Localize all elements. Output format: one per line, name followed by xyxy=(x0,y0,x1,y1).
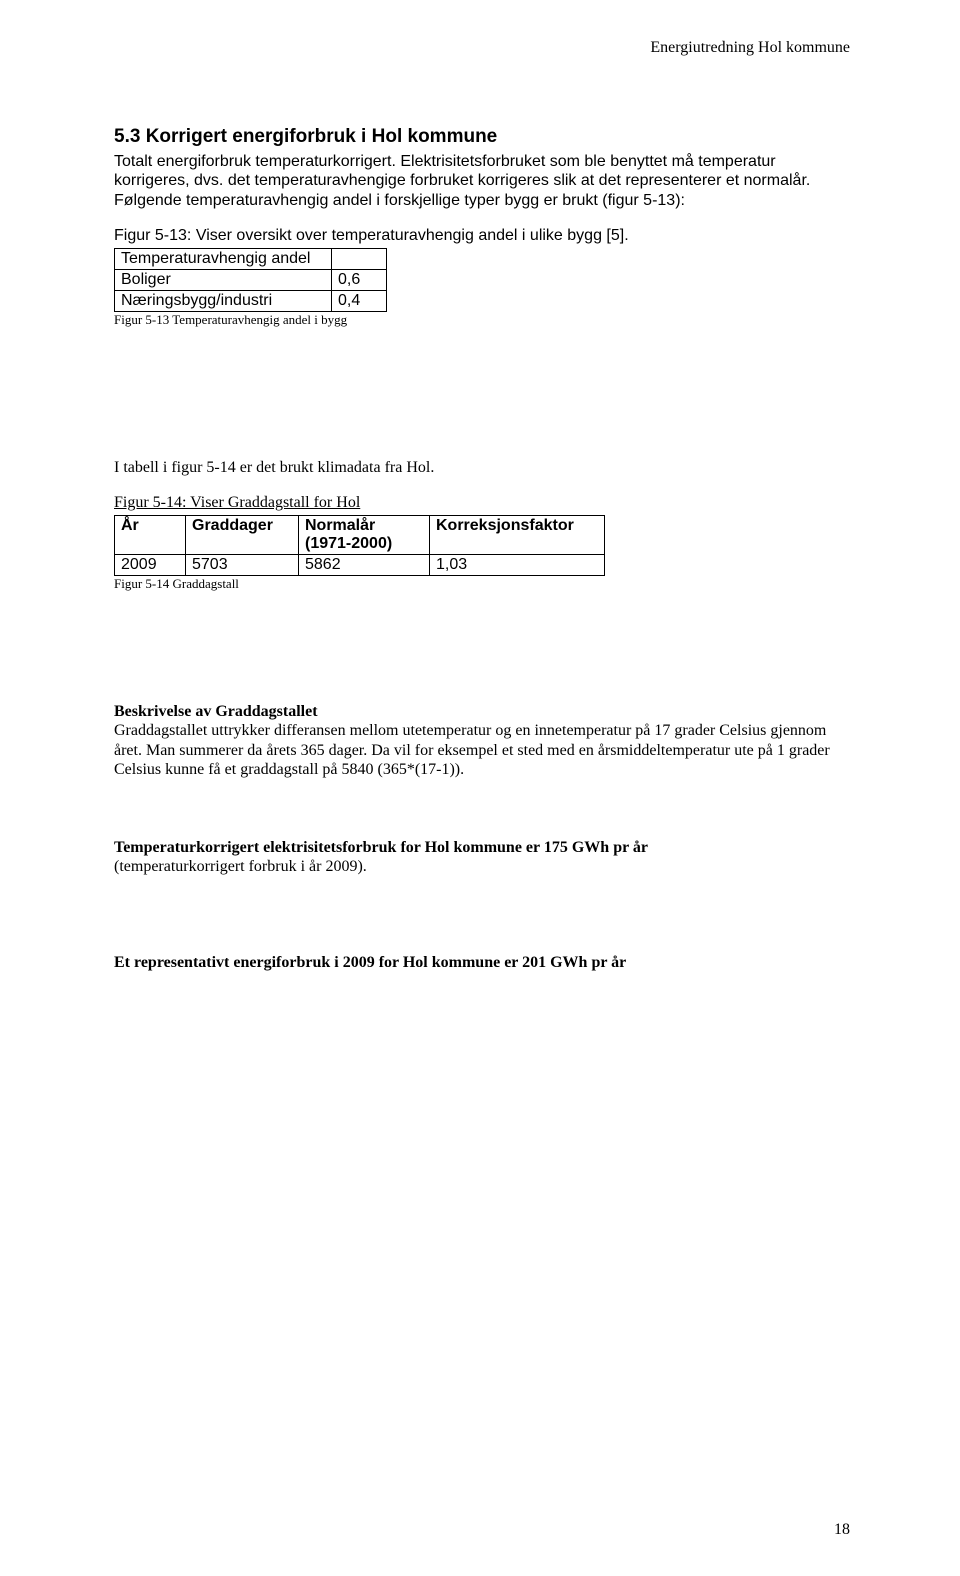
table-header-cell: Graddager xyxy=(186,515,299,554)
table-cell: Temperaturavhengig andel xyxy=(115,248,332,269)
section-heading: 5.3 Korrigert energiforbruk i Hol kommun… xyxy=(114,126,850,148)
table-cell: Boliger xyxy=(115,269,332,290)
table-cell: 2009 xyxy=(115,554,186,575)
table-header-cell: Korreksjonsfaktor xyxy=(430,515,605,554)
page-number: 18 xyxy=(834,1520,850,1540)
table-cell: 0,6 xyxy=(332,269,387,290)
table-cell xyxy=(332,248,387,269)
fig514-label: Figur 5-14: Viser Graddagstall for Hol xyxy=(114,493,850,513)
tempkorr-block: Temperaturkorrigert elektrisitetsforbruk… xyxy=(114,838,850,877)
gradd-title: Beskrivelse av Graddagstallet xyxy=(114,702,850,722)
table-row: 2009 5703 5862 1,03 xyxy=(115,554,605,575)
fig514-caption: Figur 5-14 Graddagstall xyxy=(114,576,850,592)
fig513-label: Figur 5-13: Viser oversikt over temperat… xyxy=(114,226,850,246)
mid-paragraph: I tabell i figur 5-14 er det brukt klima… xyxy=(114,458,850,478)
table-temp-andel: Temperaturavhengig andel Boliger 0,6 Nær… xyxy=(114,248,387,312)
table-header-cell: Normalår(1971-2000) xyxy=(299,515,430,554)
table-row: Næringsbygg/industri 0,4 xyxy=(115,290,387,311)
table-row: År Graddager Normalår(1971-2000) Korreks… xyxy=(115,515,605,554)
table-cell: 5862 xyxy=(299,554,430,575)
table-row: Boliger 0,6 xyxy=(115,269,387,290)
page-header: Energiutredning Hol kommune xyxy=(114,38,850,58)
table-cell: Næringsbygg/industri xyxy=(115,290,332,311)
table-cell: 5703 xyxy=(186,554,299,575)
gradd-body: Graddagstallet uttrykker differansen mel… xyxy=(114,721,850,780)
intro-paragraph: Totalt energiforbruk temperaturkorrigert… xyxy=(114,152,850,211)
table-graddagstall: År Graddager Normalår(1971-2000) Korreks… xyxy=(114,515,605,576)
final-statement: Et representativt energiforbruk i 2009 f… xyxy=(114,953,850,973)
table-row: Temperaturavhengig andel xyxy=(115,248,387,269)
table-cell: 0,4 xyxy=(332,290,387,311)
table-cell: 1,03 xyxy=(430,554,605,575)
table-header-cell: År xyxy=(115,515,186,554)
fig513-caption: Figur 5-13 Temperaturavhengig andel i by… xyxy=(114,312,850,328)
